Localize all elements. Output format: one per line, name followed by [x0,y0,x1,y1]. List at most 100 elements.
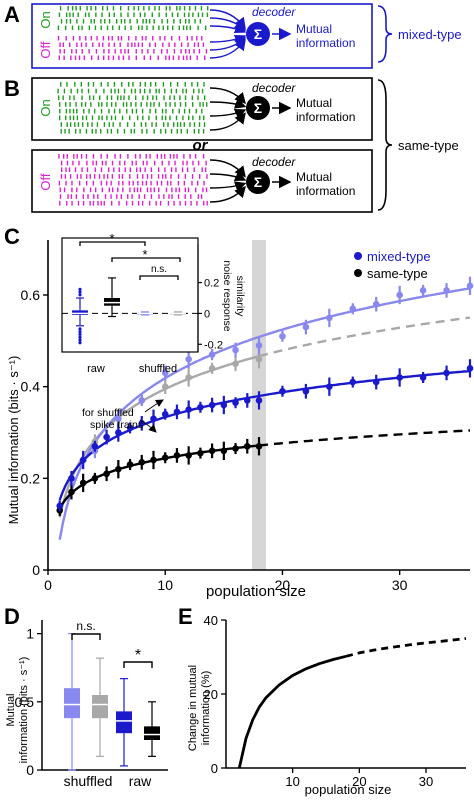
y-tick-label: 0 [32,562,40,578]
panel-b-sigma-on: Σ [254,100,262,116]
panel-d: D 00.51 Mutual information (bits · s⁻¹) … [4,604,168,789]
panel-e-y-tick-label: 20 [204,687,218,702]
panel-e-ylabel-line2: information (%) [200,671,212,746]
mixed-shuffled-point [138,397,146,404]
panel-e-line-dashed [345,637,467,658]
panel-a-group-label: mixed-type [398,27,462,42]
input-arrow [209,112,246,131]
mixed-shuffled-point [349,305,357,313]
x-tick-label: 30 [392,577,408,593]
mixed-raw-point [185,406,192,413]
inset-y-tick-label: 0.2 [204,278,219,290]
mixed-raw-point [349,378,357,386]
legend-mixed-label: mixed-type [367,249,431,264]
same-raw-point [197,449,204,457]
panel-c: C 0 0.2 0.4 0.6 0 10 20 30 Mutual information (… [4,224,474,600]
panel-b-mi-line1-on: Mutual [296,96,332,110]
input-arrow [209,38,246,59]
panel-e-x-tick-label: 30 [419,774,433,789]
panel-c-letter: C [4,224,20,249]
mixed-shuffled-point [443,287,450,294]
panel-a-letter: A [4,2,20,27]
inset-outlier [78,341,82,345]
panel-d-ns-bracket [71,633,101,640]
y-tick-label: 0.2 [21,470,41,486]
panel-b-decoder-node-on [246,96,270,120]
panel-e-y-tick-label: 40 [204,613,218,628]
mixed-raw-point [197,403,204,411]
panel-e-y-tick-label: 0 [211,761,218,776]
fit-same-raw-extrapolated [258,429,471,447]
panel-a-off-label: Off [38,41,53,58]
inset-outlier [78,338,82,342]
panel-a-input-arrows [209,9,247,59]
panel-c-annotation-arrow-1 [139,419,157,433]
panel-e-x-tick-label: 20 [352,774,366,789]
panel-b-decoder-node-off [246,170,270,194]
panel-d-same-raw-box [144,726,160,740]
mixed-raw-point [126,424,134,432]
panel-d-xlabel-shuffled: shuffled [64,773,113,789]
panel-d-xlabel-raw: raw [129,773,152,789]
mixed-raw-point [150,415,157,423]
mixed-raw-point [91,442,99,450]
mixed-shuffled-point [185,355,192,363]
panel-b-off-label: Off [38,173,53,190]
panel-b-input-arrows [209,87,247,203]
inset-ylabel-line1: noise response [221,260,233,331]
same-raw-point [150,456,157,464]
mixed-raw-point [302,387,310,395]
same-raw-point [255,442,263,450]
inset-ylabel-line2: similarity [234,276,246,318]
mixed-raw-point [103,433,110,441]
panel-c-ylabel: Mutual information (bits · s⁻¹) [6,356,21,525]
panel-b-decoder-label-on: decoder [252,81,296,95]
panel-b: B or On Off Σ decoder Mutual information… [4,76,459,213]
inset-plot: -0.2 0 0.2 [62,244,223,352]
panel-d-mixed-raw-box [116,711,132,734]
panel-e-letter: E [178,604,193,629]
same-raw-point [103,470,110,478]
fit-same-shuffled [58,355,260,518]
legend-same-marker [354,269,362,277]
panel-c-annotation-line2: spike trains [90,419,143,431]
same-raw-point [126,461,134,468]
same-shuffled-point [232,360,239,368]
same-raw-point [91,475,99,482]
panel-c-plot: 0 0.2 0.4 0.6 0 10 20 30 [21,240,474,593]
panel-b-sigma-off: Σ [254,174,262,190]
mixed-raw-point [115,429,122,436]
panel-e-x-tick-label: 10 [285,774,299,789]
same-raw-point [138,458,146,466]
panel-b-decoder-label-off: decoder [252,155,296,169]
panel-b-frame-on [31,77,373,141]
legend-same-label: same-type [367,266,428,281]
panel-c-xlabel: population size [206,583,306,600]
inset-y-tick-label: 0 [204,308,210,320]
inset-xlabel-raw: raw [87,363,105,375]
panel-e-ylabel-line1: Change in mutual [187,665,199,751]
inset-sig-bracket-1 [79,241,146,246]
mixed-raw-point [396,374,403,381]
mixed-shuffled-point [396,291,403,299]
panel-e-xlabel: population size [305,782,392,797]
panel-d-ns-label: n.s. [76,619,95,633]
inset-outlier [78,332,82,337]
panel-b-or-label: or [193,137,209,154]
mixed-raw-point [79,456,87,464]
fit-mixed-shuffled [58,287,471,540]
inset-outlier [78,287,82,291]
panel-a-on-label: On [38,11,53,28]
mixed-shuffled-point [279,332,286,340]
input-arrow [209,17,247,31]
inset-xlabel-shuffled: shuffled [139,363,177,375]
mixed-shuffled-point [161,369,169,377]
same-raw-point [173,452,181,459]
panel-d-y-tick-label: 0.5 [15,694,35,710]
inset-outlier [78,293,82,297]
mixed-shuffled-point [326,314,333,322]
panel-d-sig-star: * [135,647,141,664]
panel-d-y-tick-label: 0 [26,762,34,778]
same-raw-point [79,479,87,487]
